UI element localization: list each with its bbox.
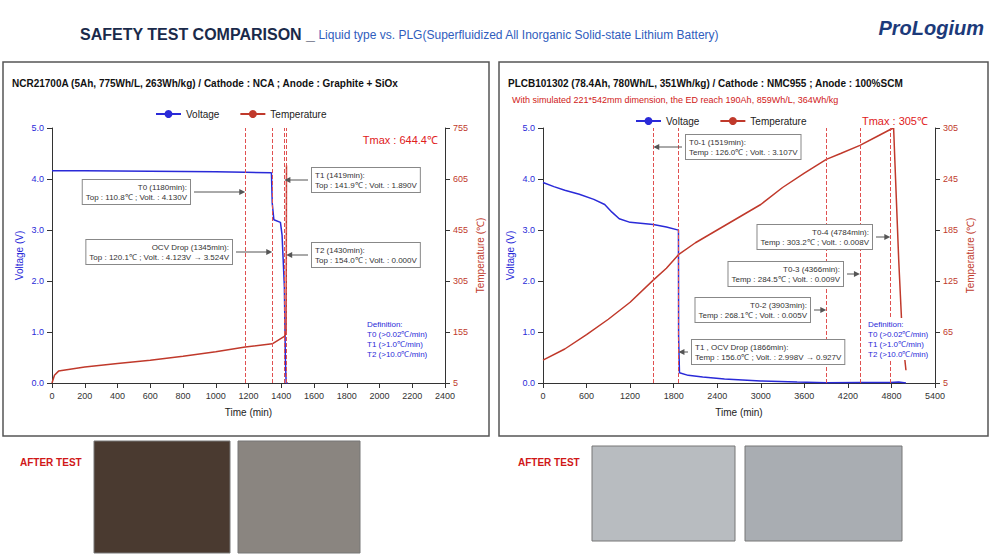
svg-text:T1 (1419min):: T1 (1419min): <box>315 171 365 180</box>
svg-text:0: 0 <box>49 391 54 401</box>
svg-text:1400: 1400 <box>271 391 291 401</box>
svg-text:T1 (>1.0℃/min): T1 (>1.0℃/min) <box>868 340 924 349</box>
svg-text:Temperature (℃): Temperature (℃) <box>475 218 486 294</box>
svg-text:2400: 2400 <box>707 391 727 401</box>
svg-text:0.0: 0.0 <box>522 378 535 388</box>
svg-text:Definition:: Definition: <box>367 320 403 329</box>
svg-text:Tmax : 644.4℃: Tmax : 644.4℃ <box>363 134 438 146</box>
svg-text:3.0: 3.0 <box>31 225 44 235</box>
svg-text:605: 605 <box>453 174 468 184</box>
svg-text:2.0: 2.0 <box>31 276 44 286</box>
svg-text:Definition:: Definition: <box>868 320 904 329</box>
svg-text:Voltage: Voltage <box>666 116 700 127</box>
svg-text:T0-4 (4784min):: T0-4 (4784min): <box>812 228 869 237</box>
svg-text:Top : 154.0℃ ; Volt. : 0.000V: Top : 154.0℃ ; Volt. : 0.000V <box>315 256 418 265</box>
svg-text:2200: 2200 <box>402 391 422 401</box>
svg-text:5.0: 5.0 <box>522 123 535 133</box>
svg-text:305: 305 <box>453 276 468 286</box>
svg-text:65: 65 <box>943 327 953 337</box>
svg-text:4.0: 4.0 <box>522 174 535 184</box>
svg-text:Temp : 126.0℃ ; Volt. : 3.107V: Temp : 126.0℃ ; Volt. : 3.107V <box>689 148 798 157</box>
svg-text:ProLogium: ProLogium <box>878 17 984 39</box>
svg-text:1200: 1200 <box>238 391 258 401</box>
svg-text:125: 125 <box>943 276 958 286</box>
svg-text:155: 155 <box>453 327 468 337</box>
svg-text:5.0: 5.0 <box>31 123 44 133</box>
svg-text:T0-2 (3903min):: T0-2 (3903min): <box>750 301 807 310</box>
svg-text:Temperature (℃): Temperature (℃) <box>965 218 976 294</box>
svg-text:1200: 1200 <box>620 391 640 401</box>
svg-text:1800: 1800 <box>337 391 357 401</box>
svg-text:2400: 2400 <box>435 391 455 401</box>
svg-text:Tmax : 305℃: Tmax : 305℃ <box>862 115 928 127</box>
svg-text:400: 400 <box>110 391 125 401</box>
svg-text:T2 (>10.0℃/min): T2 (>10.0℃/min) <box>367 350 428 359</box>
svg-text:1600: 1600 <box>304 391 324 401</box>
svg-text:SAFETY TEST COMPARISON _: SAFETY TEST COMPARISON _ <box>80 26 316 43</box>
svg-text:185: 185 <box>943 225 958 235</box>
svg-text:1.0: 1.0 <box>31 327 44 337</box>
svg-text:Voltage (V): Voltage (V) <box>14 231 25 280</box>
svg-text:600: 600 <box>143 391 158 401</box>
svg-text:245: 245 <box>943 174 958 184</box>
svg-text:Temperature: Temperature <box>270 109 327 120</box>
svg-text:0: 0 <box>540 391 545 401</box>
svg-text:T1 , OCV Drop (1866min):: T1 , OCV Drop (1866min): <box>695 343 788 352</box>
svg-text:3.0: 3.0 <box>522 225 535 235</box>
svg-text:1800: 1800 <box>664 391 684 401</box>
svg-text:2000: 2000 <box>369 391 389 401</box>
svg-text:T0-1 (1519min):: T0-1 (1519min): <box>689 138 746 147</box>
svg-text:2.0: 2.0 <box>522 276 535 286</box>
svg-text:455: 455 <box>453 225 468 235</box>
svg-text:305: 305 <box>943 123 958 133</box>
svg-text:PLCB101302 (78.4Ah, 780Wh/L, 3: PLCB101302 (78.4Ah, 780Wh/L, 351Wh/kg) /… <box>508 78 903 89</box>
svg-text:OCV Drop (1345min):: OCV Drop (1345min): <box>152 243 229 252</box>
svg-text:Voltage: Voltage <box>186 109 220 120</box>
svg-text:5: 5 <box>943 378 948 388</box>
svg-text:T0 (>0.02℃/min): T0 (>0.02℃/min) <box>868 330 929 339</box>
svg-text:T2 (1430min):: T2 (1430min): <box>315 246 365 255</box>
svg-text:Top : 120.1℃ ; Volt. : 4.123V: Top : 120.1℃ ; Volt. : 4.123V → 3.524V <box>89 253 229 262</box>
svg-text:T0 (1180min):: T0 (1180min): <box>138 183 187 192</box>
svg-text:5400: 5400 <box>925 391 945 401</box>
svg-text:200: 200 <box>77 391 92 401</box>
svg-text:Temp : 284.5℃ ; Volt. : 0.009V: Temp : 284.5℃ ; Volt. : 0.009V <box>731 275 840 284</box>
svg-text:Temperature: Temperature <box>750 116 807 127</box>
svg-text:T2 (>10.0℃/min): T2 (>10.0℃/min) <box>868 350 929 359</box>
svg-text:755: 755 <box>453 123 468 133</box>
svg-text:AFTER TEST: AFTER TEST <box>20 457 82 468</box>
svg-text:T1 (>1.0℃/min): T1 (>1.0℃/min) <box>367 340 423 349</box>
svg-text:Time (min): Time (min) <box>225 407 272 418</box>
svg-text:3000: 3000 <box>751 391 771 401</box>
svg-text:Top : 141.9℃ ; Volt. : 1.890V: Top : 141.9℃ ; Volt. : 1.890V <box>315 181 418 190</box>
svg-text:Temp : 156.0℃ ; Volt. : 2.998V: Temp : 156.0℃ ; Volt. : 2.998V → 0.927V <box>695 353 842 362</box>
svg-text:0.0: 0.0 <box>31 378 44 388</box>
svg-text:Time (min): Time (min) <box>715 407 762 418</box>
svg-text:Temp : 268.1℃ ; Volt. : 0.005V: Temp : 268.1℃ ; Volt. : 0.005V <box>698 311 807 320</box>
svg-text:NCR21700A (5Ah, 775Wh/L, 263Wh: NCR21700A (5Ah, 775Wh/L, 263Wh/kg) / Cat… <box>12 78 398 89</box>
svg-text:4800: 4800 <box>881 391 901 401</box>
svg-text:4200: 4200 <box>838 391 858 401</box>
svg-text:AFTER TEST: AFTER TEST <box>518 457 580 468</box>
svg-text:5: 5 <box>453 378 458 388</box>
svg-text:600: 600 <box>579 391 594 401</box>
svg-text:1000: 1000 <box>206 391 226 401</box>
svg-text:4.0: 4.0 <box>31 174 44 184</box>
svg-text:800: 800 <box>175 391 190 401</box>
svg-text:3600: 3600 <box>794 391 814 401</box>
svg-text:Temp : 303.2℃ ; Volt. : 0.008V: Temp : 303.2℃ ; Volt. : 0.008V <box>760 238 869 247</box>
svg-text:T0 (>0.02℃/min): T0 (>0.02℃/min) <box>367 330 428 339</box>
svg-text:Liquid type vs. PLG(Superfluid: Liquid type vs. PLG(Superfluidized All I… <box>318 28 718 42</box>
svg-text:T0-3 (4366min):: T0-3 (4366min): <box>783 265 840 274</box>
svg-text:Top : 110.8℃ ; Volt. : 4.130V: Top : 110.8℃ ; Volt. : 4.130V <box>86 193 188 202</box>
svg-text:With simulated 221*542mm dimen: With simulated 221*542mm dimension, the … <box>512 95 838 105</box>
svg-text:Voltage (V): Voltage (V) <box>505 231 516 280</box>
svg-text:1.0: 1.0 <box>522 327 535 337</box>
